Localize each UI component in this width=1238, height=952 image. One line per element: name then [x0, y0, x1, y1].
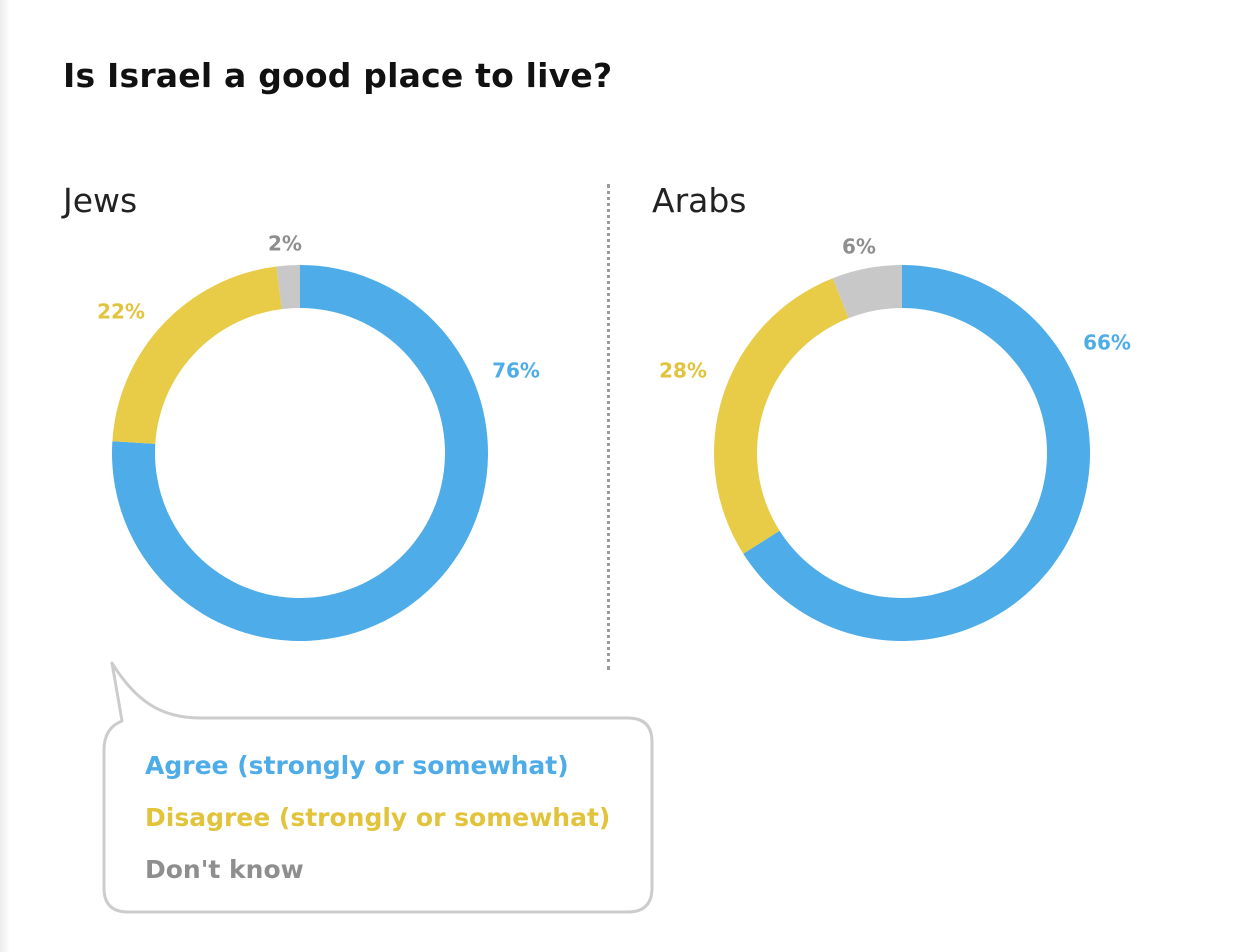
jews-label-disagree: 22%	[97, 300, 145, 324]
arabs-chart-title: Arabs	[652, 181, 747, 220]
arabs-slice-dont-know	[832, 265, 902, 319]
arabs-label-disagree: 28%	[659, 359, 707, 383]
legend-item-disagree: Disagree (strongly or somewhat)	[145, 803, 611, 832]
jews-label-dont-know: 2%	[268, 232, 302, 256]
chart-title: Is Israel a good place to live?	[63, 56, 613, 95]
arabs-label-agree: 66%	[1083, 331, 1131, 355]
legend-item-dont-know: Don't know	[145, 855, 304, 884]
jews-label-agree: 76%	[492, 359, 540, 383]
jews-chart-title: Jews	[63, 181, 138, 220]
arabs-label-dont-know: 6%	[842, 235, 876, 259]
legend-item-agree: Agree (strongly or somewhat)	[145, 751, 569, 780]
legend-bubble-shape	[102, 661, 654, 914]
arabs-slice-disagree	[714, 278, 849, 554]
left-edge-shade	[0, 0, 10, 952]
jews-slice-dont-know	[276, 265, 300, 310]
jews-slice-disagree	[112, 266, 282, 444]
chart-divider	[607, 184, 610, 670]
